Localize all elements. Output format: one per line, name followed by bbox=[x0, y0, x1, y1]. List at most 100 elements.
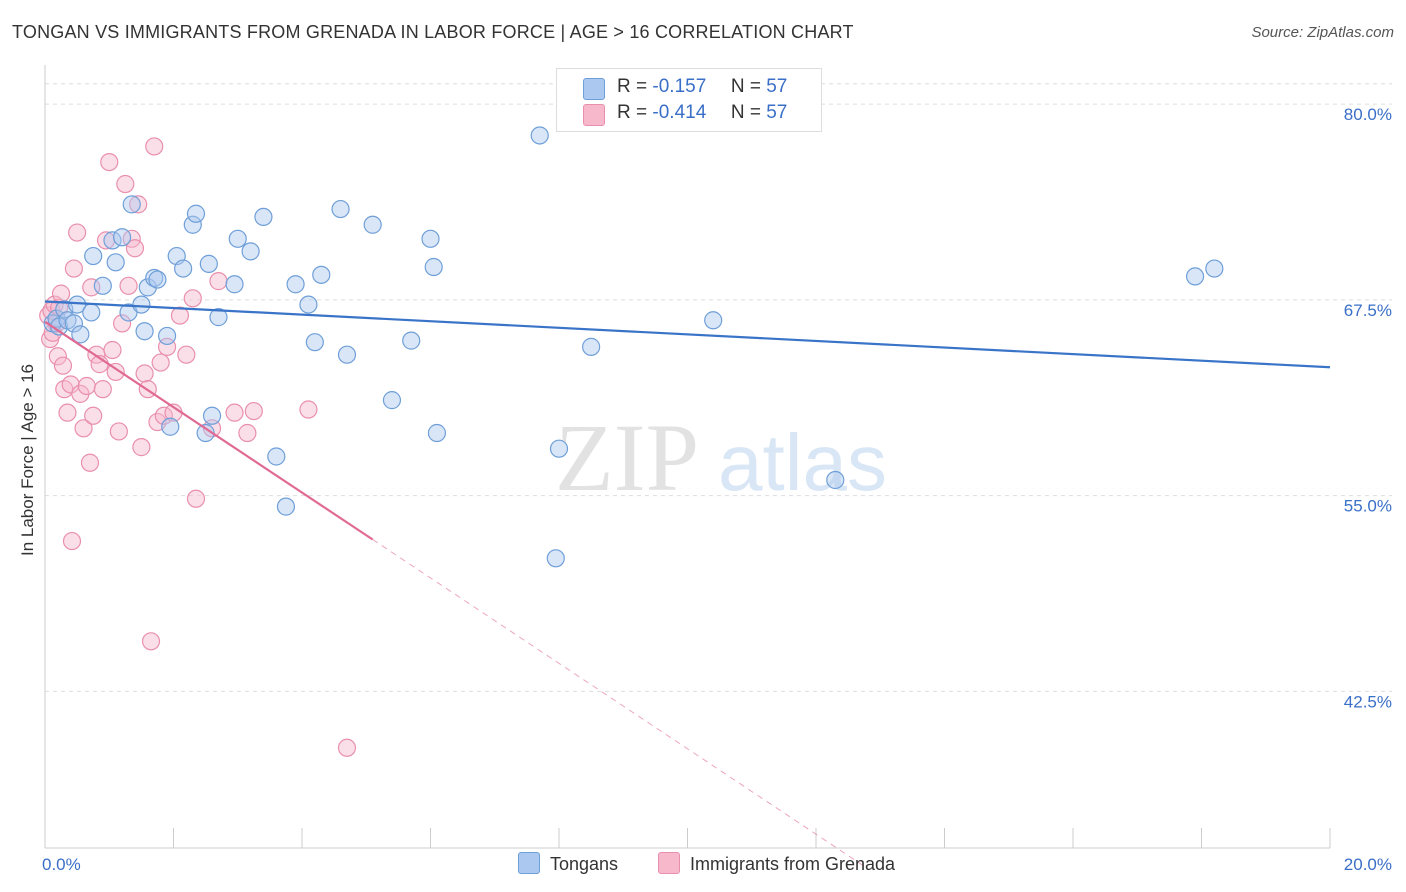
tongans-n-label: N = bbox=[730, 76, 761, 97]
grenada-point-8 bbox=[51, 284, 71, 303]
tongans-r-value: -0.157 bbox=[652, 76, 707, 97]
tongans-point-11 bbox=[103, 231, 122, 250]
y-tick-label-3: 80.0% bbox=[1344, 105, 1392, 124]
tongans-point-25 bbox=[183, 215, 202, 234]
legend-grenada-label: Immigrants from Grenada bbox=[690, 854, 896, 874]
tongans-point-56 bbox=[1205, 259, 1224, 278]
tongans-point-8 bbox=[82, 303, 101, 322]
legend-grenada-swatch bbox=[658, 852, 680, 874]
grenada-point-42 bbox=[151, 353, 170, 372]
legend-tongans-label: Tongans bbox=[550, 854, 619, 874]
grenada-point-12 bbox=[61, 375, 80, 394]
y-tick-label-2: 67.5% bbox=[1344, 301, 1392, 320]
grenada-r-value: -0.414 bbox=[652, 102, 707, 123]
tongans-point-30 bbox=[209, 308, 228, 327]
tongans-point-47 bbox=[424, 257, 443, 277]
grenada-trend-extension bbox=[372, 539, 868, 869]
grenada-point-51 bbox=[209, 272, 228, 291]
grenada-point-47 bbox=[177, 345, 196, 364]
grenada-point-9 bbox=[53, 356, 73, 375]
tongans-point-29 bbox=[202, 406, 222, 425]
tongans-point-33 bbox=[241, 242, 260, 261]
tongans-point-21 bbox=[157, 326, 177, 346]
series-grenada bbox=[39, 137, 357, 757]
tongans-point-28 bbox=[199, 254, 218, 273]
y-tick-label-1: 55.0% bbox=[1344, 497, 1392, 516]
tongans-point-50 bbox=[546, 549, 565, 568]
tongans-point-55 bbox=[1185, 267, 1205, 286]
grenada-swatch bbox=[583, 104, 605, 126]
tongans-point-15 bbox=[122, 195, 141, 214]
grenada-point-46 bbox=[170, 306, 190, 325]
grenada-point-55 bbox=[299, 400, 318, 419]
tongans-swatch bbox=[583, 78, 605, 100]
y-tick-label-0: 42.5% bbox=[1344, 692, 1392, 711]
tongans-point-9 bbox=[84, 246, 103, 266]
grenada-n-label: N = bbox=[730, 102, 761, 123]
grenada-point-39 bbox=[141, 632, 161, 651]
x-tick-label-0: 0.0% bbox=[42, 855, 81, 874]
grenada-point-26 bbox=[100, 152, 119, 172]
grenada-point-20 bbox=[82, 278, 101, 297]
grenada-point-19 bbox=[80, 453, 100, 472]
correlation-legend: R = -0.157 N = 57 R = -0.414 N = 57 bbox=[556, 68, 822, 132]
tongans-point-49 bbox=[530, 126, 549, 145]
tongans-point-40 bbox=[312, 265, 331, 284]
grenada-point-6 bbox=[48, 347, 67, 366]
tongans-point-16 bbox=[132, 295, 151, 314]
tongans-point-10 bbox=[93, 276, 112, 295]
grenada-point-27 bbox=[103, 340, 122, 360]
tongans-point-38 bbox=[299, 295, 318, 314]
tongans-point-17 bbox=[135, 322, 154, 341]
tongans-point-26 bbox=[186, 204, 206, 223]
tongans-point-31 bbox=[225, 275, 244, 294]
grenada-point-56 bbox=[337, 738, 357, 757]
grenada-point-18 bbox=[77, 376, 96, 396]
legend-item-grenada[interactable]: Immigrants from Grenada bbox=[658, 852, 895, 875]
series-tongans bbox=[43, 126, 1224, 568]
grenada-point-11 bbox=[58, 403, 77, 422]
tongans-point-34 bbox=[254, 207, 273, 227]
tongans-point-46 bbox=[421, 229, 440, 248]
tongans-point-53 bbox=[704, 311, 723, 330]
tongans-point-37 bbox=[286, 275, 305, 294]
tongans-point-12 bbox=[106, 253, 125, 272]
legend-item-tongans[interactable]: Tongans bbox=[518, 852, 618, 875]
tongans-point-48 bbox=[427, 423, 447, 443]
grenada-point-48 bbox=[183, 289, 202, 308]
tongans-point-7 bbox=[71, 325, 90, 344]
grenada-point-30 bbox=[112, 314, 132, 333]
grenada-point-32 bbox=[119, 276, 138, 295]
tongans-trend-line bbox=[44, 300, 1331, 369]
grenada-point-28 bbox=[106, 362, 125, 382]
grenada-point-21 bbox=[84, 406, 103, 425]
tongans-point-32 bbox=[228, 229, 247, 248]
grenada-point-37 bbox=[135, 364, 154, 383]
grenada-point-34 bbox=[125, 239, 145, 258]
chart-title: TONGAN VS IMMIGRANTS FROM GRENADA IN LAB… bbox=[12, 22, 854, 42]
grenada-point-43 bbox=[154, 406, 173, 425]
grenada-point-35 bbox=[129, 195, 148, 214]
watermark-atlas: atlas bbox=[718, 418, 887, 507]
tongans-point-44 bbox=[382, 391, 402, 410]
grenada-r-label: R = bbox=[617, 102, 648, 123]
grenada-point-24 bbox=[93, 380, 112, 399]
grenada-point-15 bbox=[68, 223, 87, 242]
grenada-point-40 bbox=[145, 137, 164, 156]
trend-lines bbox=[44, 300, 1331, 869]
watermark-zip: ZIP bbox=[555, 404, 699, 511]
grenada-point-36 bbox=[132, 438, 151, 457]
grenada-point-54 bbox=[244, 401, 263, 421]
grenada-point-52 bbox=[225, 403, 244, 422]
grenada-point-17 bbox=[74, 419, 93, 438]
x-tick-label-1: 20.0% bbox=[1344, 855, 1392, 874]
tongans-point-41 bbox=[331, 199, 350, 219]
tongans-point-22 bbox=[161, 417, 180, 436]
tongans-point-20 bbox=[148, 270, 167, 289]
tongans-point-45 bbox=[402, 331, 421, 350]
tongans-point-39 bbox=[305, 333, 324, 352]
legend-tongans-swatch bbox=[518, 852, 540, 874]
tongans-point-52 bbox=[582, 337, 601, 356]
tongans-point-36 bbox=[276, 497, 296, 516]
